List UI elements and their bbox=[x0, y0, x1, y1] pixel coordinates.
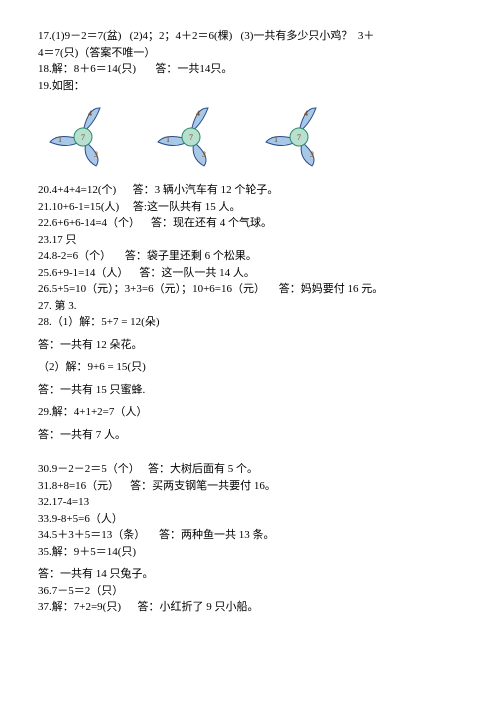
line-28c: （2）解：9+6 = 15(只) bbox=[38, 359, 462, 376]
document-page: 17.(1)9－2＝7(盆) (2)4；2；4＋2＝6(棵) (3)一共有多少只… bbox=[0, 0, 500, 636]
line-35b: 答：一共有 14 只兔子。 bbox=[38, 566, 462, 583]
line-24: 24.8-2=6（个） 答：袋子里还剩 6 个松果。 bbox=[38, 248, 462, 265]
line-32: 32.17-4=13 bbox=[38, 494, 462, 511]
line-22: 22.6+6+6-14=4（个） 答：现在还有 4 个气球。 bbox=[38, 215, 462, 232]
line-26: 26.5+5=10（元）；3+3=6（元）；10+6=16（元） 答：妈妈要付 … bbox=[38, 281, 462, 298]
fan-diagram-row: 7 4 1 3 7 4 1 3 bbox=[38, 102, 462, 172]
line-34: 34.5＋3＋5＝13（条） 答：两种鱼一共 13 条。 bbox=[38, 527, 462, 544]
line-19: 19.如图： bbox=[38, 78, 462, 95]
line-17a: 17.(1)9－2＝7(盆) (2)4；2；4＋2＝6(棵) (3)一共有多少只… bbox=[38, 28, 462, 45]
line-37: 37.解：7+2=9(只) 答：小红折了 9 只小船。 bbox=[38, 599, 462, 616]
line-27: 27. 第 3. bbox=[38, 298, 462, 315]
line-20: 20.4+4+4=12(个) 答：3 辆小汽车有 12 个轮子。 bbox=[38, 182, 462, 199]
fan-3: 7 4 1 3 bbox=[254, 102, 344, 172]
svg-text:1: 1 bbox=[274, 135, 278, 144]
line-21: 21.10+6-1=15(人) 答:这一队共有 15 人。 bbox=[38, 199, 462, 216]
svg-text:7: 7 bbox=[297, 133, 301, 142]
line-29b: 答：一共有 7 人。 bbox=[38, 427, 462, 444]
left-num: 1 bbox=[58, 135, 62, 144]
top-num: 4 bbox=[88, 109, 92, 118]
line-36: 36.7－5＝2（只） bbox=[38, 583, 462, 600]
svg-text:3: 3 bbox=[202, 150, 206, 159]
line-18: 18.解：8＋6＝14(只) 答：一共14只。 bbox=[38, 61, 462, 78]
hub-num: 7 bbox=[81, 133, 85, 142]
line-29a: 29.解：4+1+2=7（人） bbox=[38, 404, 462, 421]
line-17b: 4＝7(只)（答案不唯一） bbox=[38, 45, 462, 62]
line-23: 23.17 只 bbox=[38, 232, 462, 249]
line-28a: 28.（1）解：5+7 = 12(朵) bbox=[38, 314, 462, 331]
line-28d: 答：一共有 15 只蜜蜂. bbox=[38, 382, 462, 399]
svg-text:3: 3 bbox=[310, 150, 314, 159]
svg-text:7: 7 bbox=[189, 133, 193, 142]
line-30: 30.9－2－2＝5（个） 答：大树后面有 5 个。 bbox=[38, 461, 462, 478]
line-28b: 答：一共有 12 朵花。 bbox=[38, 337, 462, 354]
svg-text:4: 4 bbox=[304, 109, 308, 118]
svg-text:4: 4 bbox=[196, 109, 200, 118]
line-25: 25.6+9-1=14（人） 答：这一队一共 14 人。 bbox=[38, 265, 462, 282]
fan-2: 7 4 1 3 bbox=[146, 102, 236, 172]
svg-text:1: 1 bbox=[166, 135, 170, 144]
line-35: 35.解：9＋5＝14(只) bbox=[38, 544, 462, 561]
line-31: 31.8+8=16（元） 答：买两支钢笔一共要付 16。 bbox=[38, 478, 462, 495]
fan-1: 7 4 1 3 bbox=[38, 102, 128, 172]
right-num: 3 bbox=[94, 150, 98, 159]
line-33: 33.9-8+5=6（人） bbox=[38, 511, 462, 528]
